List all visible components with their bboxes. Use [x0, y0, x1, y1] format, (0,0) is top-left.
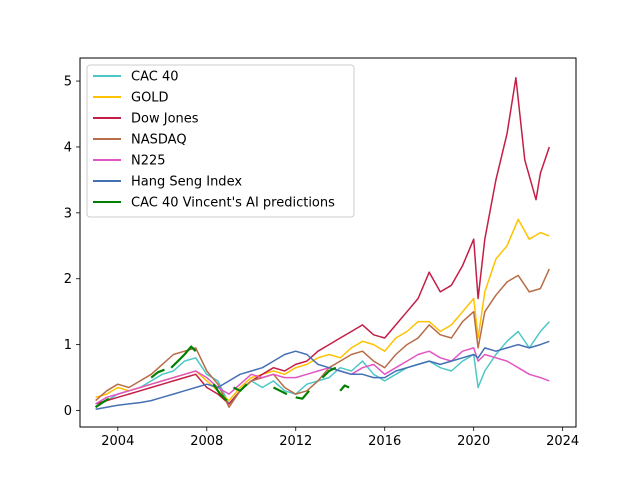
legend-box — [86, 64, 355, 218]
series-cac-40-vincent-s-ai-predictions-segment-2 — [150, 368, 165, 379]
legend-label-hang-seng-index: Hang Seng Index — [131, 175, 242, 190]
series-cac-40-vincent-s-ai-predictions-segment-4 — [212, 383, 228, 402]
x-tick-label: 2020 — [457, 434, 490, 449]
x-tick-label: 2008 — [190, 434, 223, 449]
y-tick-label: 3 — [64, 206, 72, 221]
legend-label-cac-40-vincent-s-ai-predictions: CAC 40 Vincent's AI predictions — [131, 196, 335, 211]
x-tick-label: 2004 — [101, 434, 134, 449]
series-dow-jones-line — [95, 77, 551, 405]
series-cac-40-vincent-s-ai-predictions-segment-7 — [295, 390, 310, 400]
series-cac-40-vincent-s-ai-predictions-segment-1 — [94, 397, 110, 409]
legend-label-gold: GOLD — [131, 91, 169, 106]
y-axis: 0 1 2 3 4 5 — [64, 75, 80, 419]
series-cac-40-vincent-s-ai-predictions-segment-3 — [170, 345, 197, 369]
x-tick-label: 2016 — [368, 434, 401, 449]
legend: CAC 40 GOLD Dow Jones NASDAQ N225 Hang Seng I… — [86, 64, 355, 218]
series-cac-40-vincent-s-ai-predictions-segment-6 — [273, 386, 288, 396]
series-cac-40-vincent-s-ai-predictions-segment-9 — [339, 384, 350, 392]
plot-frame — [79, 57, 577, 428]
legend-label-nasdaq: NASDAQ — [131, 133, 187, 148]
x-tick-label: 2012 — [279, 434, 312, 449]
y-tick-label: 4 — [64, 140, 72, 155]
series-cac-40-vincent-s-ai-predictions-segment-5 — [233, 383, 248, 392]
series-layer — [94, 77, 551, 410]
x-tick-label: 2024 — [546, 434, 579, 449]
series-cac-40-vincent-s-ai-predictions-segment-8 — [321, 366, 337, 379]
y-tick-label: 5 — [64, 75, 72, 90]
x-axis: 2004 2008 2012 2016 2020 2024 — [101, 427, 579, 449]
series-cac-40-line — [95, 321, 550, 408]
series-hang-seng-index-line — [95, 340, 550, 410]
legend-label-dow-jones: Dow Jones — [131, 112, 199, 127]
y-tick-label: 0 — [64, 404, 72, 419]
legend-label-cac-40: CAC 40 — [131, 70, 179, 85]
y-tick-label: 1 — [64, 338, 72, 353]
y-tick-label: 2 — [64, 272, 72, 287]
legend-label-n225: N225 — [131, 154, 166, 169]
